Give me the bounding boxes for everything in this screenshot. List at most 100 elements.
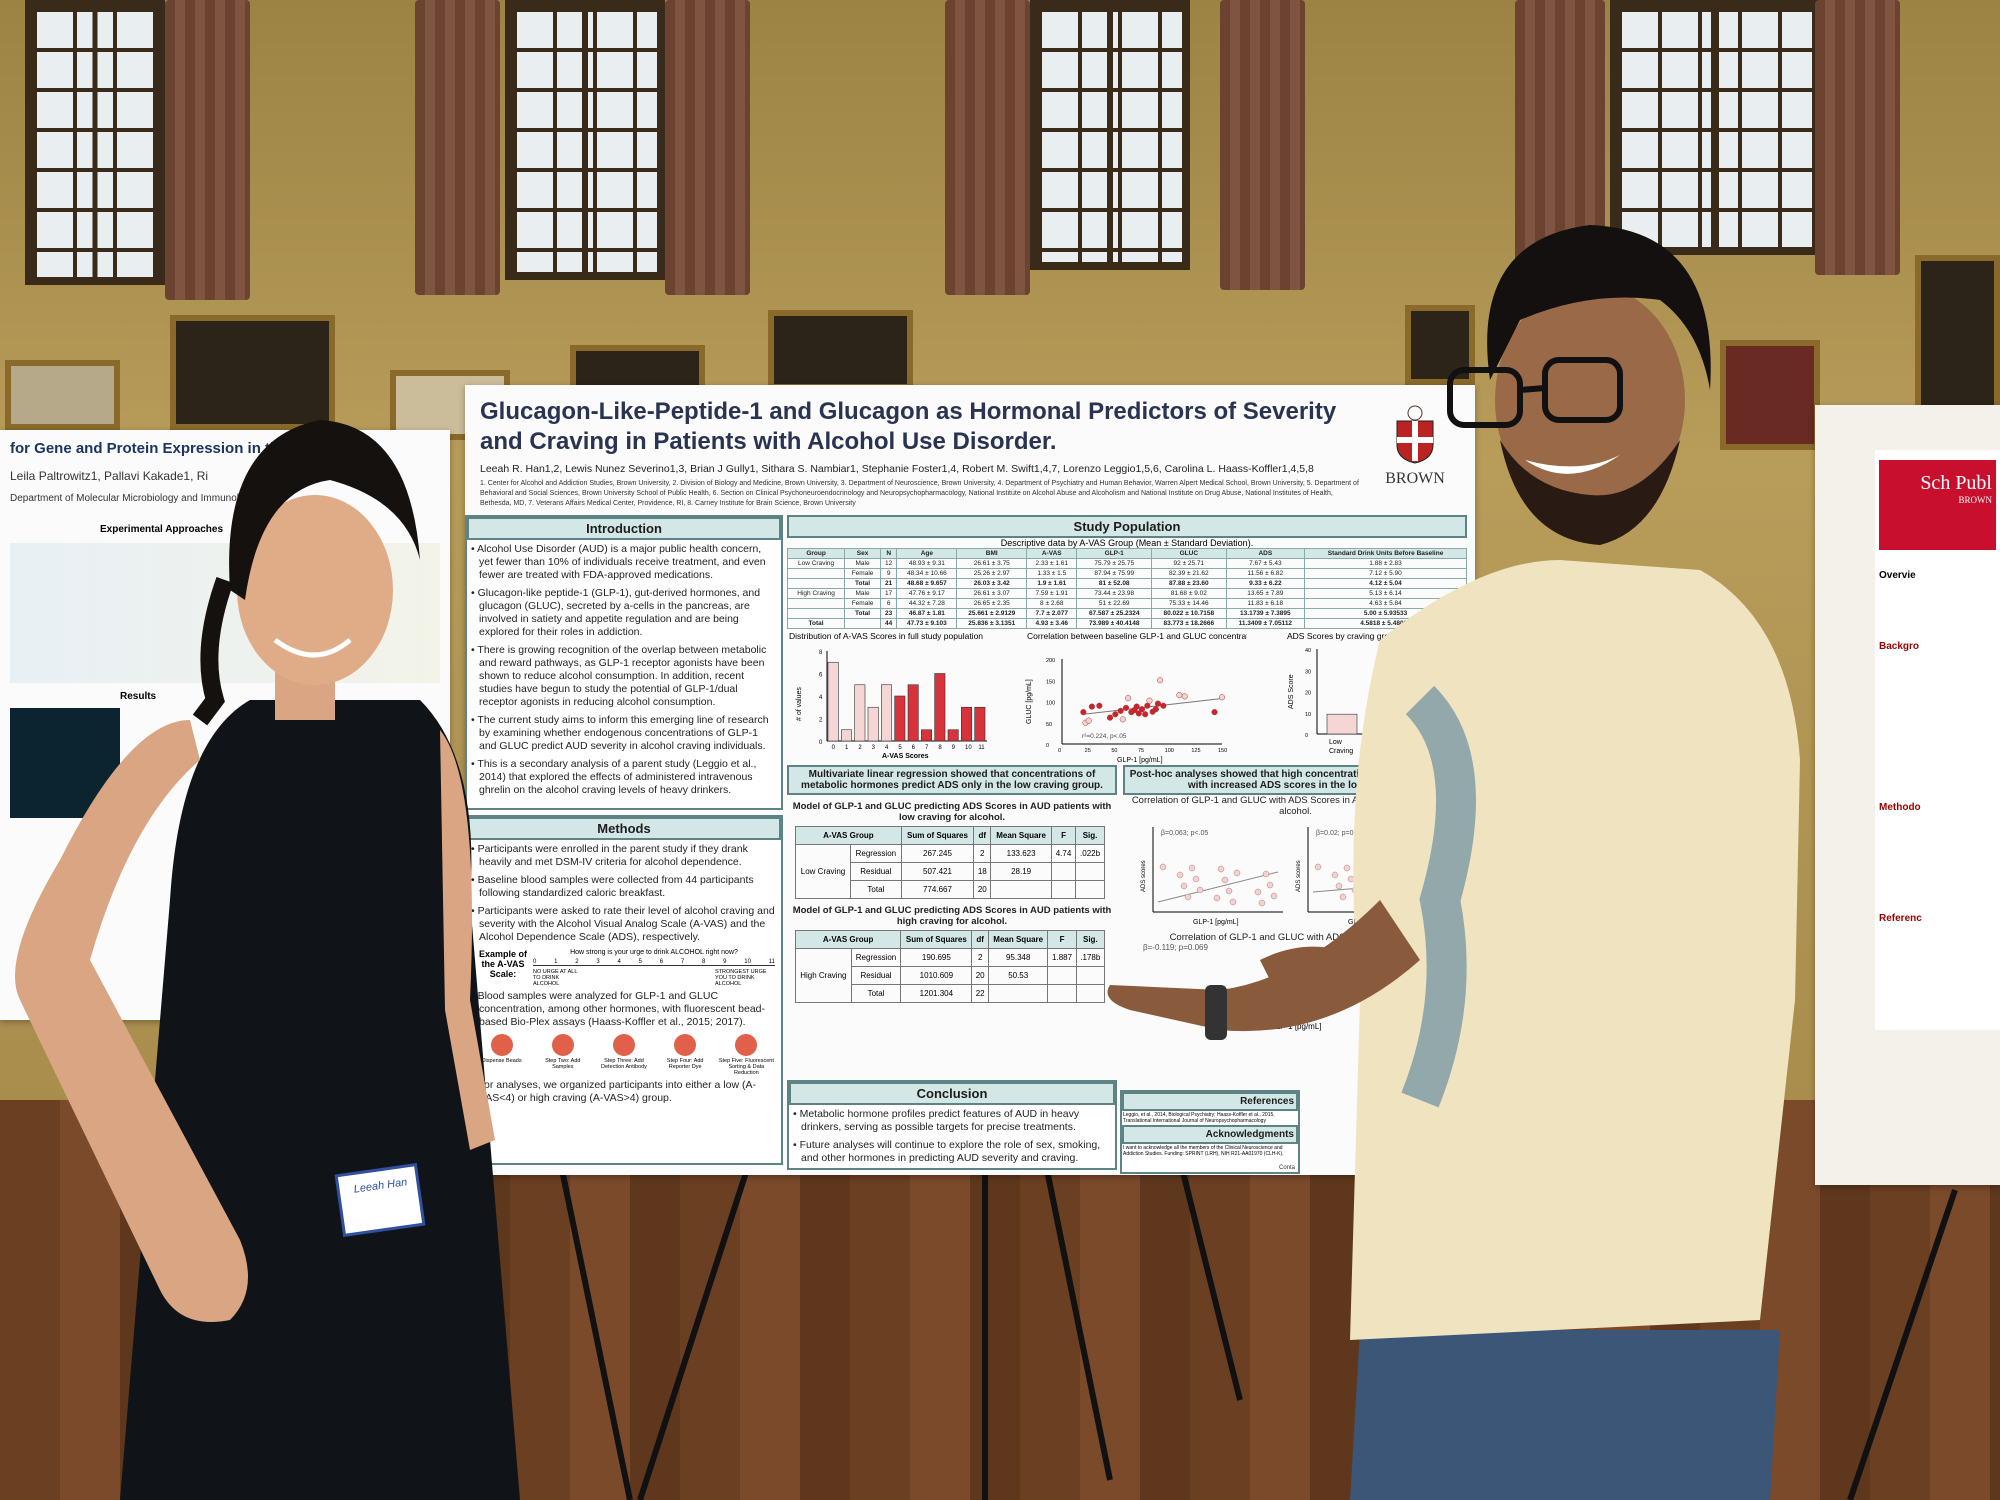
table-row: Low Craving Male 12 48.93 ± 9.31 26.61 ± 3.7…	[786, 558, 1467, 569]
group-cell: High Craving	[795, 948, 852, 1003]
section-heading: Acknowledgments	[1122, 1125, 1298, 1144]
x-tick-label: 10	[965, 745, 972, 751]
data-point	[1106, 714, 1114, 721]
methods-bullet: Blood samples were analyzed for GLP-1 an…	[478, 990, 775, 1029]
axis-label: ADS scores	[1141, 860, 1147, 892]
axis-label: GLP-1 [pg/mL]	[1193, 919, 1239, 926]
bar	[921, 729, 932, 742]
table-title: Model of GLP-1 and GLUC predicting ADS S…	[792, 905, 1112, 927]
data-point	[1217, 865, 1225, 873]
annotation: r²=0.224, p<.05	[1082, 733, 1127, 740]
poster-authors: Leeah R. Han1,2, Lewis Nunez Severino1,3…	[480, 463, 1314, 475]
intro-bullet: Alcohol Use Disorder (AUD) is a major pu…	[477, 543, 775, 582]
table-row: Residual 1010.609 20 50.53	[796, 966, 1106, 985]
bar	[947, 729, 959, 742]
x-tick-label: 11	[978, 745, 985, 751]
data-point	[1142, 711, 1149, 718]
scale-ticks: 0 1 2 3 4 5 6 7 8 9 10 11	[533, 959, 775, 966]
x-tick-label: 9	[952, 745, 956, 751]
scale-label: Example of the A-VAS Scale:	[478, 949, 527, 979]
data-point	[1196, 886, 1204, 894]
woman	[15, 420, 520, 1500]
column-header: F	[1047, 930, 1077, 949]
brown-shield-icon	[1396, 405, 1434, 464]
left-poster-authors: Leila Paltrowitz1, Pallavi Kakade1, Ri	[10, 469, 209, 483]
table-cell: 4.93 ± 3.46	[1026, 618, 1078, 629]
data-point	[1314, 863, 1322, 871]
avas-distribution-chart: Distribution of A-VAS Scores in full stu…	[789, 631, 987, 760]
x-tick-label: 150	[1218, 748, 1227, 754]
step-label: Step Three: Add Detection Antibody	[601, 1058, 647, 1070]
y-tick-label: 0	[1305, 733, 1308, 739]
window	[25, 0, 165, 285]
chart-title: Correlation of GLP-1 and GLUC with ADS S…	[1169, 932, 1422, 943]
data-point	[1085, 717, 1092, 724]
table-cell: 11.3409 ± 7.05112	[1225, 618, 1306, 629]
man-face	[1495, 285, 1685, 515]
methods-section: Methods Participants were enrolled in th…	[465, 815, 783, 1165]
y-tick-label: 150	[1046, 679, 1055, 685]
data-point	[1339, 893, 1347, 901]
logo-sub: BROWN	[1958, 495, 1993, 505]
y-tick-label: 50	[1046, 722, 1052, 728]
table-cell	[1075, 984, 1106, 1003]
data-point	[1266, 881, 1274, 889]
x-tick-label: 7	[925, 745, 929, 751]
data-point	[1176, 871, 1184, 879]
table-cell: 1201.304	[900, 984, 973, 1003]
data-point	[1146, 697, 1153, 704]
y-tick-label: 100	[1046, 701, 1055, 707]
y-tick-label: 30	[1305, 669, 1311, 675]
y-tick-label: 8	[819, 650, 823, 656]
portrait-frame	[5, 360, 120, 430]
chart-title: Correlation of GLP-1 and GLUC with ADS S…	[1131, 795, 1460, 817]
intro-bullet: The current study aims to inform this em…	[477, 714, 775, 753]
glp1-gluc-correlation-chart: Correlation between baseline GLP-1 and G…	[1026, 631, 1247, 764]
right-poster-section: Referenc	[1879, 913, 1922, 924]
x-tick-label: 6	[912, 745, 916, 751]
table-cell: Total	[786, 618, 846, 629]
axis-label: ADS scores	[1296, 860, 1302, 892]
data-point	[1180, 882, 1188, 890]
left-poster-section: Results	[120, 691, 157, 702]
group-cell: Low Craving	[795, 844, 851, 899]
y-tick-label: 10	[1305, 712, 1311, 718]
poster-title-line: and Craving in Patients with Alcohol Use…	[480, 428, 1057, 455]
conclusion-bullet: Metabolic hormone profiles predict featu…	[800, 1108, 1109, 1134]
data-point	[1233, 869, 1241, 877]
posthoc-stat: β=0.02; p=0.64	[1316, 830, 1363, 837]
regression-table: A-VAS Group Sum of Squares df Mean Square F S…	[794, 930, 1106, 1003]
watch	[1205, 985, 1227, 1040]
window	[505, 0, 665, 280]
x-tick-label: 1	[845, 745, 849, 751]
x-axis-label: GLP-1 [pg/mL]	[1117, 757, 1163, 764]
bar	[974, 706, 986, 742]
data-point	[1221, 876, 1229, 884]
table-row: High Craving Regression 190.695 2 95.348 1.88…	[795, 948, 1106, 1003]
y-tick-label: 2	[819, 718, 823, 724]
chart-title: Correlation between baseline GLP-1 and G…	[1027, 631, 1247, 641]
y-axis-label: # of values	[796, 687, 803, 721]
bioplex-step: Step Three: Add Detection Antibody	[596, 1034, 652, 1076]
data-point	[1181, 693, 1188, 700]
bead-icon	[674, 1034, 697, 1056]
bioplex-step: Step Two: Add Samples	[535, 1034, 591, 1076]
data-point	[1258, 899, 1266, 907]
x-tick-label: 100	[1165, 748, 1174, 754]
intro-bullet: This is a secondary analysis of a parent…	[477, 758, 775, 797]
scale-tick: 11	[768, 959, 775, 965]
posthoc-section: Post-hoc analyses showed that high conce…	[1123, 765, 1468, 1080]
regression-line	[1083, 698, 1223, 715]
scale-tick: 3	[596, 959, 600, 965]
section-heading: Conclusion	[789, 1082, 1115, 1105]
bar	[1326, 713, 1358, 735]
data-point	[1331, 871, 1339, 879]
bar	[881, 684, 892, 742]
right-poster: Sch Publ BROWN Overvie Backgro Methodo Re…	[1875, 450, 2000, 1030]
bioplex-step: Step Five: Fluorescent Sorting & Data Re…	[718, 1034, 774, 1076]
curtain	[665, 0, 750, 295]
y-axis-label: GLUC [pg/mL]	[1026, 679, 1033, 724]
introduction-section: Introduction Alcohol Use Disorder (AUD) …	[465, 515, 783, 810]
column-header: Mean Square	[990, 826, 1052, 845]
main-poster: Glucagon-Like-Peptide-1 and Glucagon as …	[465, 385, 1475, 1175]
